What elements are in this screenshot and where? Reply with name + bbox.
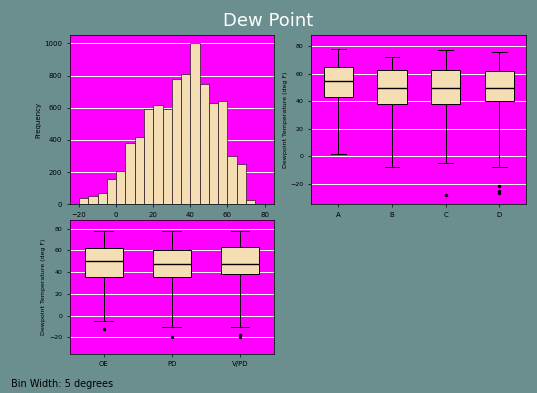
Bar <box>218 101 228 204</box>
Bar <box>172 79 181 204</box>
PathPatch shape <box>221 247 259 274</box>
Bar <box>116 171 126 204</box>
Y-axis label: Dewpoint Temperature (deg F): Dewpoint Temperature (deg F) <box>283 72 288 168</box>
Bar <box>98 193 107 204</box>
Bar <box>144 109 153 204</box>
Bar <box>126 143 135 204</box>
Bar <box>200 84 209 204</box>
Bar <box>153 105 163 204</box>
Bar <box>163 109 172 204</box>
X-axis label: Dewpoint Temperature (Deg F): Dewpoint Temperature (Deg F) <box>118 221 226 227</box>
Bar <box>79 198 89 204</box>
PathPatch shape <box>485 71 514 101</box>
Text: Bin Width: 5 degrees: Bin Width: 5 degrees <box>11 379 113 389</box>
Y-axis label: Frequency: Frequency <box>35 102 41 138</box>
PathPatch shape <box>377 70 407 104</box>
Bar <box>246 200 255 204</box>
Bar <box>107 178 116 204</box>
Y-axis label: Dewpoint Temperature (deg F): Dewpoint Temperature (deg F) <box>41 239 46 335</box>
Text: Dew Point: Dew Point <box>223 12 314 30</box>
Bar <box>228 156 237 204</box>
PathPatch shape <box>153 250 191 277</box>
Bar <box>209 103 218 204</box>
PathPatch shape <box>431 70 461 104</box>
Bar <box>181 74 191 204</box>
Bar <box>191 43 200 204</box>
Bar <box>89 195 98 204</box>
PathPatch shape <box>323 67 353 97</box>
PathPatch shape <box>85 248 122 277</box>
Bar <box>135 137 144 204</box>
Bar <box>237 164 246 204</box>
